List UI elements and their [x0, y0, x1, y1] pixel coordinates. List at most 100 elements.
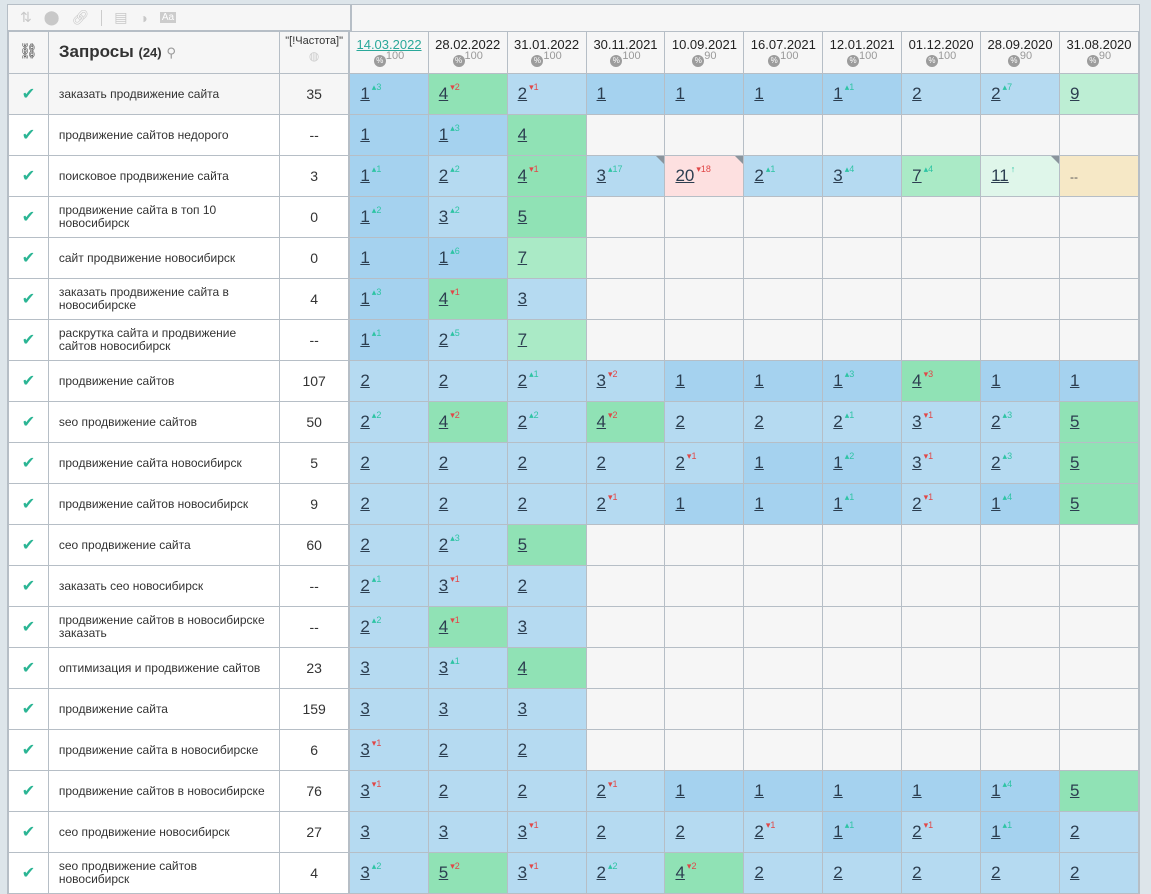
- position-link[interactable]: 2: [438, 535, 449, 554]
- position-link[interactable]: 2: [912, 494, 922, 513]
- position-link[interactable]: 2: [360, 371, 370, 390]
- position-link[interactable]: 2: [438, 453, 449, 472]
- corner-flag-icon[interactable]: [735, 156, 743, 164]
- sort-icon[interactable]: ⇅: [20, 9, 32, 25]
- position-link[interactable]: 2: [360, 535, 370, 554]
- position-link[interactable]: 4: [912, 371, 922, 390]
- position-link[interactable]: 7: [912, 166, 922, 185]
- position-link[interactable]: 2: [675, 822, 685, 841]
- position-link[interactable]: 4: [438, 412, 449, 431]
- position-link[interactable]: 1: [833, 781, 843, 800]
- position-link[interactable]: 4: [517, 166, 528, 185]
- row-checkbox[interactable]: ✔: [8, 114, 49, 156]
- position-link[interactable]: 3: [912, 412, 922, 431]
- date-label[interactable]: 01.12.2020: [908, 37, 974, 52]
- position-link[interactable]: 3: [517, 699, 528, 718]
- position-link[interactable]: 3: [360, 781, 370, 800]
- position-link[interactable]: 1: [833, 494, 843, 513]
- position-link[interactable]: 2: [360, 453, 370, 472]
- date-label[interactable]: 31.01.2022: [514, 37, 580, 52]
- row-checkbox[interactable]: ✔: [8, 319, 49, 361]
- row-checkbox[interactable]: ✔: [8, 73, 49, 115]
- position-link[interactable]: 5: [1069, 412, 1080, 431]
- position-link[interactable]: 2: [833, 412, 843, 431]
- date-column-header[interactable]: 16.07.2021% 100: [743, 31, 824, 74]
- position-link[interactable]: 5: [517, 207, 528, 226]
- font-icon[interactable]: Aa: [159, 12, 177, 23]
- row-checkbox[interactable]: ✔: [8, 401, 49, 443]
- position-link[interactable]: 11: [991, 166, 1009, 185]
- position-link[interactable]: 1: [912, 781, 922, 800]
- position-link[interactable]: 3: [360, 740, 370, 759]
- position-link[interactable]: 3: [517, 289, 528, 308]
- date-column-header[interactable]: 28.02.2022% 100: [427, 31, 508, 74]
- position-link[interactable]: 3: [438, 822, 449, 841]
- position-link[interactable]: 2: [912, 822, 922, 841]
- position-link[interactable]: 2: [675, 412, 685, 431]
- position-link[interactable]: 1: [360, 166, 370, 185]
- link-icon[interactable]: ⛓︎: [18, 43, 38, 60]
- position-link[interactable]: 2: [991, 84, 1001, 103]
- date-label[interactable]: 14.03.2022: [356, 37, 422, 52]
- position-link[interactable]: 9: [1069, 84, 1080, 103]
- position-link[interactable]: 1: [833, 822, 843, 841]
- position-link[interactable]: 3: [517, 822, 528, 841]
- position-link[interactable]: 1: [360, 207, 370, 226]
- date-label[interactable]: 10.09.2021: [671, 37, 737, 52]
- position-link[interactable]: 3: [517, 863, 528, 882]
- position-link[interactable]: 7: [517, 248, 528, 267]
- position-link[interactable]: 3: [438, 576, 449, 595]
- row-checkbox[interactable]: ✔: [8, 811, 49, 853]
- position-link[interactable]: 2: [991, 412, 1001, 431]
- position-link[interactable]: 1: [833, 84, 843, 103]
- position-link[interactable]: 2: [438, 494, 449, 513]
- position-link[interactable]: 2: [1069, 863, 1080, 882]
- date-column-header[interactable]: 30.11.2021% 100: [585, 31, 666, 74]
- position-link[interactable]: 3: [360, 699, 370, 718]
- date-column-header[interactable]: 14.03.2022% 100: [348, 31, 429, 74]
- date-label[interactable]: 28.09.2020: [987, 37, 1053, 52]
- position-link[interactable]: 1: [360, 84, 370, 103]
- position-link[interactable]: 4: [438, 84, 449, 103]
- row-checkbox[interactable]: ✔: [8, 442, 49, 484]
- position-link[interactable]: 4: [438, 289, 449, 308]
- position-link[interactable]: 5: [438, 863, 449, 882]
- position-link[interactable]: 1: [438, 125, 449, 144]
- row-checkbox[interactable]: ✔: [8, 852, 49, 894]
- position-link[interactable]: 1: [360, 125, 370, 144]
- position-link[interactable]: 2: [596, 781, 607, 800]
- position-link[interactable]: 1: [754, 781, 764, 800]
- date-column-header[interactable]: 12.01.2021% 100: [822, 31, 903, 74]
- position-link[interactable]: 2: [991, 863, 1001, 882]
- position-link[interactable]: 2: [754, 166, 764, 185]
- toggle-icon[interactable]: ⬤: [43, 9, 60, 25]
- position-link[interactable]: 2: [754, 412, 764, 431]
- contrast-icon[interactable]: ◑: [139, 9, 148, 26]
- row-checkbox[interactable]: ✔: [8, 524, 49, 566]
- position-link[interactable]: 1: [675, 371, 685, 390]
- position-link[interactable]: 4: [438, 617, 449, 636]
- position-link[interactable]: 2: [438, 740, 449, 759]
- search-icon[interactable]: ⚲: [166, 45, 176, 60]
- date-label[interactable]: 28.02.2022: [435, 37, 501, 52]
- position-link[interactable]: 2: [360, 494, 370, 513]
- position-link[interactable]: 2: [438, 166, 449, 185]
- corner-flag-icon[interactable]: [656, 156, 664, 164]
- position-link[interactable]: 2: [991, 453, 1001, 472]
- position-link[interactable]: 2: [517, 84, 528, 103]
- row-checkbox[interactable]: ✔: [8, 606, 49, 648]
- position-link[interactable]: 2: [360, 617, 370, 636]
- position-link[interactable]: 2: [596, 453, 607, 472]
- position-link[interactable]: 4: [596, 412, 607, 431]
- position-link[interactable]: 5: [517, 535, 528, 554]
- row-checkbox[interactable]: ✔: [8, 278, 49, 320]
- position-link[interactable]: 2: [596, 822, 607, 841]
- position-link[interactable]: 1: [991, 781, 1001, 800]
- position-link[interactable]: 2: [754, 822, 764, 841]
- date-column-header[interactable]: 01.12.2020% 100: [901, 31, 982, 74]
- position-link[interactable]: 2: [596, 863, 607, 882]
- date-column-header[interactable]: 31.08.2020% 90: [1058, 31, 1140, 74]
- row-checkbox[interactable]: ✔: [8, 647, 49, 689]
- position-link[interactable]: 1: [675, 84, 685, 103]
- position-link[interactable]: 5: [1069, 494, 1080, 513]
